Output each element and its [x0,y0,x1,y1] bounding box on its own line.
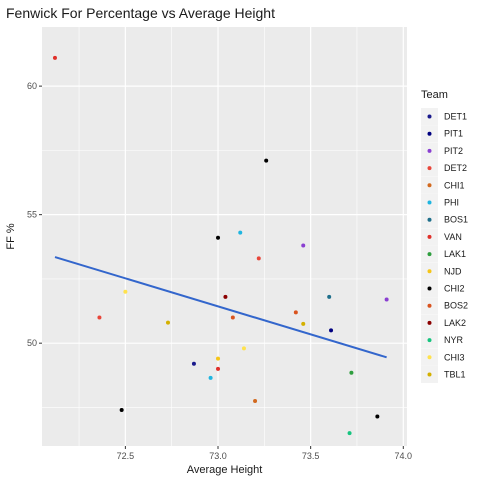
legend-label: DET1 [444,112,467,122]
grid-minor [42,27,407,446]
legend-label: CHI3 [444,352,465,362]
data-point [256,256,261,261]
legend-entries: DET1 PIT1 PIT2 DET2 CHI1 PHI BOS1 VAN LAK1 NJD CHI… [421,108,468,383]
legend-title: Team [421,89,448,101]
data-point [191,361,196,366]
y-axis-title: FF % [5,223,17,249]
legend-label: VAN [444,232,462,242]
plot-panel [42,27,407,446]
legend-label: BOS1 [444,215,468,225]
legend-label: CHI1 [444,180,465,190]
legend-key-point [427,372,432,377]
x-tick-label: 73.5 [302,451,320,461]
legend-label: BOS2 [444,301,468,311]
x-axis-ticks: 72.5 73.0 73.5 74.0 [117,446,412,461]
legend-label: CHI2 [444,284,465,294]
y-axis-ticks: 50 55 60 [27,81,42,348]
data-point [347,431,352,436]
data-point [375,414,380,419]
data-point [165,320,170,325]
data-point [97,315,102,320]
data-point [223,294,228,299]
legend-key-point [427,320,432,325]
data-point [384,297,389,302]
legend-key-point [427,217,432,222]
legend-key-point [427,200,432,205]
x-axis-title: Average Height [187,464,263,476]
data-point [253,399,258,404]
legend-label: NJD [444,266,462,276]
legend-key-point [427,183,432,188]
trend-line [54,256,387,359]
data-point [238,230,243,235]
points-group [52,55,389,436]
legend-label: NYR [444,335,464,345]
legend-key-point [427,355,432,360]
x-tick-label: 73.0 [209,451,227,461]
data-point [349,370,354,375]
legend-key-point [427,234,432,239]
legend-key-point [427,114,432,119]
x-tick-label: 72.5 [117,451,135,461]
legend-label: DET2 [444,163,467,173]
legend-label: LAK2 [444,318,466,328]
data-point [52,55,57,60]
data-point [208,375,213,380]
legend-key-point [427,269,432,274]
data-point [301,321,306,326]
legend-label: PHI [444,198,459,208]
trend-line-group [54,256,387,359]
legend-key-point [427,286,432,291]
legend-key-point [427,252,432,257]
chart-title: Fenwick For Percentage vs Average Height [6,5,275,21]
data-point [216,366,221,371]
data-point [329,328,334,333]
data-point [327,294,332,299]
data-point [301,243,306,248]
legend-label: LAK1 [444,249,466,259]
legend-key-point [427,166,432,171]
legend-key-point [427,148,432,153]
legend: Team DET1 PIT1 PIT2 DET2 CHI1 PHI BOS1 VAN LAK1 N… [421,89,468,383]
y-tick-label: 50 [27,338,37,348]
legend-key-point [427,338,432,343]
data-point [241,346,246,351]
y-tick-label: 60 [27,81,37,91]
legend-label: PIT1 [444,129,463,139]
data-point [264,158,269,163]
y-tick-label: 55 [27,210,37,220]
legend-key-point [427,303,432,308]
data-point [123,289,128,294]
data-point [216,356,221,361]
legend-key-point [427,131,432,136]
data-point [216,235,221,240]
legend-label: PIT2 [444,146,463,156]
legend-label: TBL1 [444,370,466,380]
data-point [119,408,124,413]
data-point [293,310,298,315]
data-point [230,315,235,320]
x-tick-label: 74.0 [395,451,413,461]
